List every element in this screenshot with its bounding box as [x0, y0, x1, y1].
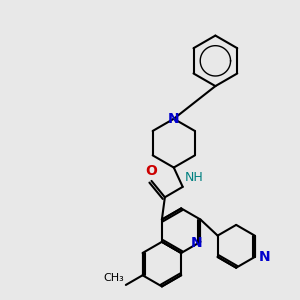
Text: N: N	[191, 236, 203, 250]
Text: N: N	[168, 112, 180, 126]
Text: CH₃: CH₃	[103, 274, 124, 284]
Text: O: O	[146, 164, 158, 178]
Text: NH: NH	[185, 172, 204, 184]
Text: N: N	[258, 250, 270, 264]
